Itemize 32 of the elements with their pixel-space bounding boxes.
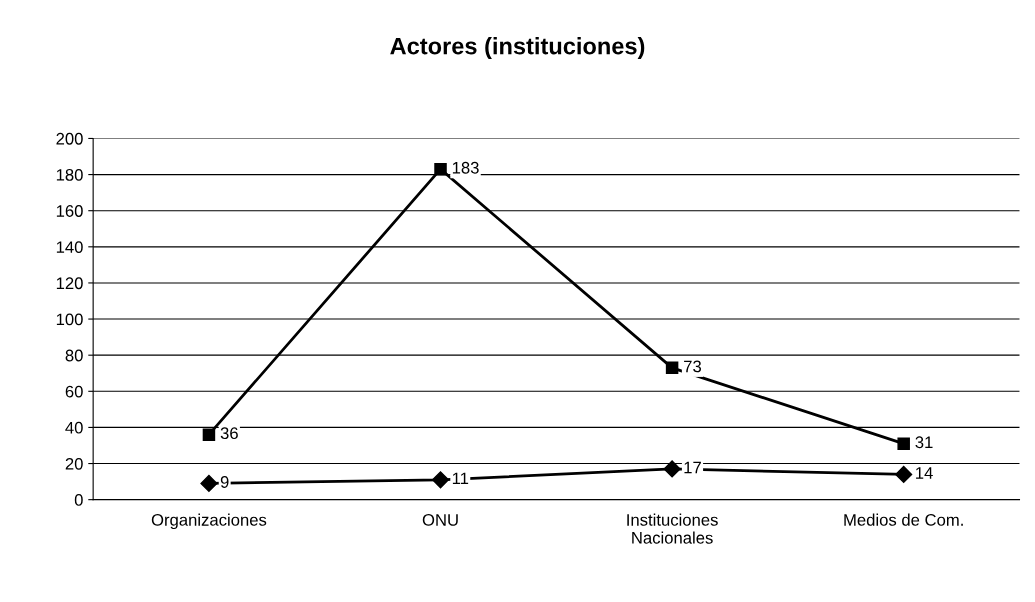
- data-label: 31: [915, 436, 933, 449]
- y-tick-label: 100: [56, 313, 83, 326]
- y-tick-label: 140: [56, 241, 83, 254]
- point: [665, 361, 679, 375]
- point: [663, 460, 681, 478]
- y-tick-label: 120: [56, 277, 83, 290]
- x-tick-label: ONU: [422, 513, 458, 526]
- chart-title: Actores (instituciones): [390, 37, 645, 60]
- y-tick-label: 80: [65, 349, 83, 362]
- x-tick-label: Instituciones Nacionales: [627, 513, 718, 544]
- data-label: 36: [220, 427, 238, 440]
- point: [202, 428, 216, 441]
- data-label: 11: [452, 472, 469, 485]
- data-label: 14: [916, 467, 933, 479]
- y-tick-label: 60: [65, 385, 83, 398]
- point: [895, 465, 913, 483]
- y-tick-label: 180: [56, 168, 83, 181]
- y-tick-label: 40: [65, 421, 83, 434]
- data-label: 9: [220, 476, 229, 488]
- point: [897, 437, 910, 450]
- data-label: 183: [452, 161, 479, 174]
- point: [434, 162, 447, 176]
- y-tick-label: 0: [74, 494, 83, 506]
- data-label: 17: [684, 461, 701, 474]
- data-label: 73: [684, 360, 702, 373]
- y-tick-label: 20: [65, 457, 83, 470]
- point: [200, 474, 218, 492]
- x-tick-label: Organizaciones: [151, 513, 267, 530]
- x-tick-label: Medios de Com.: [844, 513, 963, 526]
- y-tick-label: 160: [56, 205, 83, 217]
- point: [431, 471, 450, 489]
- y-tick-label: 200: [56, 132, 83, 145]
